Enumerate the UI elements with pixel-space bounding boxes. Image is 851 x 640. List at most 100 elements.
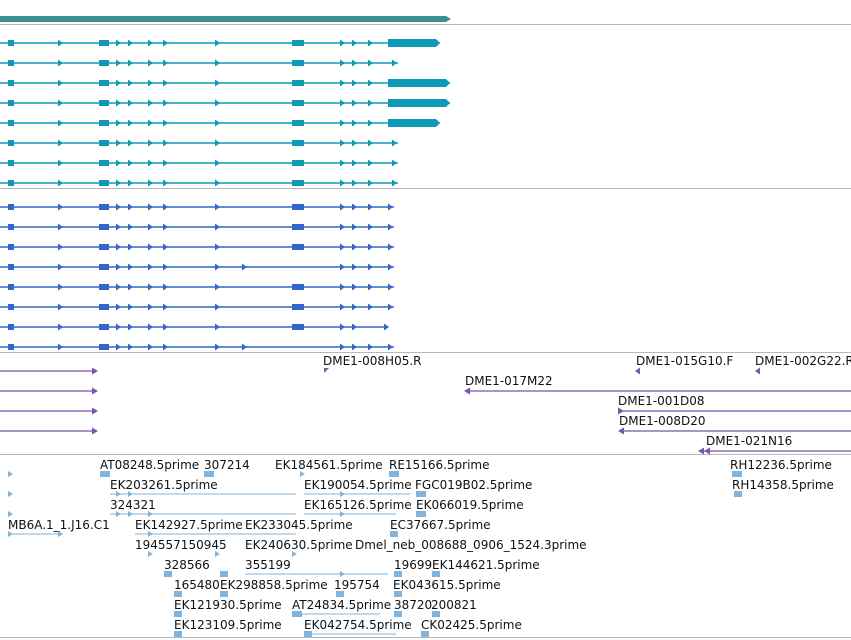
transcript-b1[interactable]: [0, 203, 394, 211]
clone-left-3[interactable]: [0, 407, 98, 415]
est-feature[interactable]: MB6A.1_1.J16.C1: [8, 518, 110, 537]
est-label: AT08248.5prime: [100, 458, 199, 472]
est-feature[interactable]: EK123109.5prime: [174, 618, 282, 637]
est-feature[interactable]: EK298858.5prime: [220, 578, 328, 597]
clone-left-4[interactable]: [0, 427, 98, 435]
gene-model[interactable]: [0, 16, 446, 22]
clone-feature[interactable]: DME1-001D08: [618, 394, 851, 415]
clone-label: DME1-021N16: [706, 434, 792, 448]
est-feature[interactable]: AT24834.5prime: [292, 598, 391, 617]
est-feature[interactable]: RH14358.5prime: [732, 478, 834, 497]
clone-feature[interactable]: DME1-008D20: [618, 414, 851, 435]
est-feature[interactable]: EK184561.5prime: [275, 458, 383, 477]
est-label: FGC019B02.5prime: [415, 478, 532, 492]
est-label: 355199: [245, 558, 291, 572]
est-feature[interactable]: EK203261.5prime: [110, 478, 296, 497]
est-feature[interactable]: EK066019.5prime: [416, 498, 524, 517]
gene-track[interactable]: [0, 16, 451, 22]
est-feature[interactable]: CK02425.5prime: [421, 618, 522, 637]
gene-strand-arrow: [446, 16, 451, 22]
est-label: MB6A.1_1.J16.C1: [8, 518, 110, 532]
transcript-a1[interactable]: [0, 39, 440, 47]
transcript-b6[interactable]: [0, 303, 394, 311]
est-feature[interactable]: AT08248.5prime: [100, 458, 199, 477]
est-feature[interactable]: RH12236.5prime: [730, 458, 832, 477]
est-label: EK203261.5prime: [110, 478, 218, 492]
est-label: 194557150945: [135, 538, 227, 552]
est-feature[interactable]: EK233045.5prime: [245, 518, 353, 532]
transcript-b2[interactable]: [0, 223, 394, 231]
transcript-a5[interactable]: [0, 119, 440, 127]
est-feature[interactable]: EK121930.5prime: [174, 598, 282, 617]
transcript-b4[interactable]: [0, 263, 394, 271]
est-label: Dmel_neb_008688_0906_1524.3prime: [355, 538, 587, 552]
est-feature[interactable]: RE15166.5prime: [389, 458, 490, 477]
est-label: 195754: [334, 578, 380, 592]
est-feature[interactable]: EC37667.5prime: [390, 518, 491, 537]
clone-track[interactable]: DME1-008H05.R DME1-015G10.F DME1-002G22.…: [0, 354, 851, 455]
est-label: EK240630.5prime: [245, 538, 353, 552]
transcript-a3[interactable]: [0, 79, 450, 87]
est-feature[interactable]: EK240630.5prime: [245, 538, 353, 557]
transcript-a4[interactable]: [0, 99, 450, 107]
transcript-a7[interactable]: [0, 159, 398, 167]
clone-feature[interactable]: DME1-021N16: [698, 434, 851, 455]
est-label: 324321: [110, 498, 156, 512]
est-feature[interactable]: 355199: [245, 558, 388, 577]
transcript-b7[interactable]: [0, 323, 389, 331]
est-feature[interactable]: 194557150945: [135, 538, 227, 557]
transcript-b5[interactable]: [0, 283, 394, 291]
clone-label: DME1-008D20: [619, 414, 706, 428]
est-label: 165480: [174, 578, 220, 592]
est-label: 200821: [431, 598, 477, 612]
transcript-b8[interactable]: [0, 343, 394, 351]
clone-left-2[interactable]: [0, 387, 98, 395]
est-label: RH14358.5prime: [732, 478, 834, 492]
est-label: EK190054.5prime: [304, 478, 412, 492]
clone-feature[interactable]: DME1-008H05.R: [323, 354, 422, 373]
transcript-track-a[interactable]: [0, 39, 450, 187]
transcript-b3[interactable]: [0, 243, 394, 251]
est-label: EK142927.5prime: [135, 518, 243, 532]
est-label: EK043615.5prime: [393, 578, 501, 592]
transcript-a6[interactable]: [0, 139, 398, 147]
est-feature[interactable]: FGC019B02.5prime: [415, 478, 532, 497]
transcript-a8[interactable]: [0, 179, 398, 187]
est-feature[interactable]: 38720: [394, 598, 432, 617]
est-feature[interactable]: EK190054.5prime: [304, 478, 412, 497]
est-feature[interactable]: 324321: [110, 498, 296, 517]
transcript-track-b[interactable]: [0, 203, 394, 351]
clone-label: DME1-008H05.R: [323, 354, 422, 368]
est-feature[interactable]: 195754: [334, 578, 380, 597]
est-label: RE15166.5prime: [389, 458, 490, 472]
est-feature[interactable]: EK165126.5prime: [304, 498, 412, 517]
clone-left-1[interactable]: [0, 367, 98, 375]
est-feature[interactable]: 19699: [394, 558, 432, 577]
transcript-a2[interactable]: [0, 59, 398, 67]
est-label: AT24834.5prime: [292, 598, 391, 612]
clone-feature[interactable]: DME1-017M22: [464, 374, 851, 395]
clone-label: DME1-015G10.F: [636, 354, 733, 368]
est-track[interactable]: AT08248.5prime 307214 EK184561.5prime RE…: [8, 458, 834, 637]
est-feature[interactable]: 200821: [431, 598, 477, 617]
est-feature[interactable]: EK142927.5prime: [135, 518, 296, 537]
est-label: 38720: [394, 598, 432, 612]
est-label: EK123109.5prime: [174, 618, 282, 632]
est-feature[interactable]: 307214: [204, 458, 250, 477]
clone-feature[interactable]: DME1-002G22.R: [755, 354, 851, 375]
est-label: EK233045.5prime: [245, 518, 353, 532]
est-feature[interactable]: EK042754.5prime: [304, 618, 412, 637]
est-label: 307214: [204, 458, 250, 472]
est-label: EK121930.5prime: [174, 598, 282, 612]
est-feature[interactable]: EK144621.5prime: [432, 558, 540, 577]
clone-feature[interactable]: DME1-015G10.F: [635, 354, 733, 375]
est-feature[interactable]: 165480: [174, 578, 220, 597]
est-feature[interactable]: 328566: [164, 558, 228, 577]
est-label: EK066019.5prime: [416, 498, 524, 512]
est-label: EK144621.5prime: [432, 558, 540, 572]
est-label: RH12236.5prime: [730, 458, 832, 472]
est-feature[interactable]: Dmel_neb_008688_0906_1524.3prime: [355, 538, 587, 552]
est-feature[interactable]: EK043615.5prime: [393, 578, 501, 597]
est-label: 328566: [164, 558, 210, 572]
